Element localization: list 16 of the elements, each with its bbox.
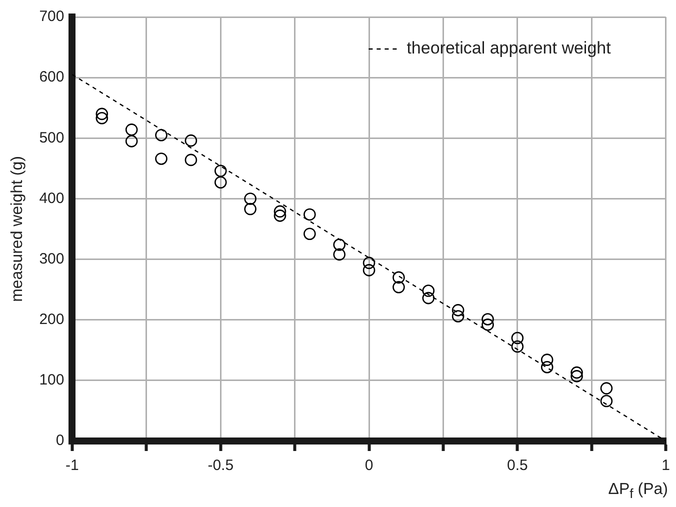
- y-tick-label: 600: [39, 68, 64, 86]
- y-tick-label: 300: [39, 250, 64, 268]
- x-tick-label: 0.5: [507, 457, 528, 474]
- y-tick-label: 0: [56, 432, 64, 450]
- x-tick-label: -0.5: [208, 457, 234, 474]
- x-tick-label: 1: [662, 457, 670, 474]
- x-axis-title: ΔP$_{f}$ (Pa): [608, 480, 668, 501]
- legend-label: theoretical apparent weight: [406, 38, 612, 58]
- y-tick-label: 400: [39, 190, 64, 207]
- x-tick-label: 0: [364, 457, 374, 474]
- y-axis-title: measured weight (g): [9, 156, 26, 302]
- x-tick-label: -1: [66, 457, 79, 474]
- y-tick-label: 700: [39, 8, 64, 26]
- y-tick-label: 100: [39, 372, 64, 389]
- y-tick-label: 200: [39, 311, 64, 328]
- y-tick-label: 500: [39, 129, 64, 146]
